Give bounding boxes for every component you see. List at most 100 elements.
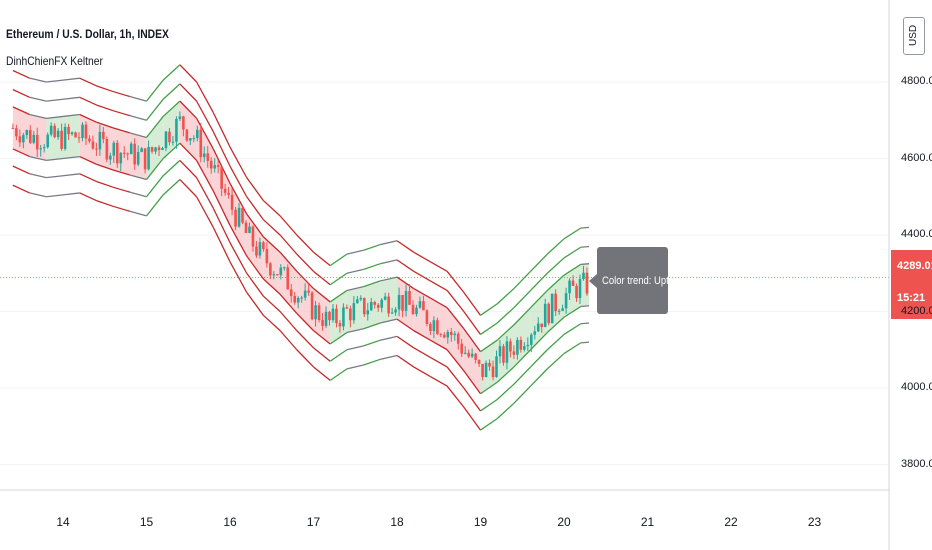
- outer-upper-band: [446, 270, 465, 293]
- band-fill: [79, 114, 97, 165]
- candle-body: [373, 301, 377, 305]
- x-tick-label: 18: [390, 515, 404, 529]
- outer-upper-band: [396, 240, 415, 253]
- outer-lower-band: [29, 192, 47, 198]
- mid-upper-band: [380, 259, 398, 265]
- band-fill: [313, 288, 331, 345]
- candle-body: [488, 362, 491, 367]
- candle-body: [171, 141, 175, 143]
- outer-lower-band: [62, 192, 80, 196]
- candle-body: [286, 267, 290, 290]
- band-fill: [430, 298, 448, 350]
- inner-upper-band: [112, 127, 130, 134]
- candle-body: [383, 296, 387, 300]
- candle-body: [408, 291, 411, 305]
- mid-upper-band: [413, 270, 431, 282]
- mid-lower-band: [363, 339, 381, 347]
- candle-body: [35, 134, 39, 150]
- outer-lower-band: [262, 314, 281, 332]
- candle-body: [122, 152, 126, 154]
- outer-lower-band: [229, 261, 248, 293]
- candle-body: [230, 194, 234, 210]
- candle-body: [349, 308, 352, 321]
- candle-body: [436, 320, 439, 335]
- x-tick-label: 17: [306, 515, 321, 529]
- mid-lower-band: [179, 159, 198, 179]
- mid-upper-band: [396, 259, 415, 272]
- band-fill: [497, 324, 514, 383]
- candle-body: [11, 127, 15, 129]
- candle-body: [98, 131, 102, 150]
- inner-upper-band: [196, 118, 214, 150]
- y-tick-label: 3800.00: [901, 457, 932, 470]
- candle-body: [143, 148, 147, 170]
- candle-body: [237, 207, 241, 227]
- candle-body: [272, 274, 276, 276]
- inner-lower-band: [62, 155, 80, 160]
- inner-upper-band: [46, 115, 64, 119]
- mid-upper-band: [179, 83, 198, 102]
- mid-lower-band: [46, 175, 64, 179]
- candle-body: [460, 343, 464, 354]
- outer-upper-band: [129, 95, 147, 102]
- candle-body: [28, 130, 32, 143]
- currency-label: USD: [908, 24, 919, 46]
- inner-lower-band: [79, 155, 97, 165]
- outer-lower-band: [346, 364, 364, 370]
- outer-lower-band: [380, 354, 398, 360]
- mid-upper-band: [513, 290, 532, 309]
- inner-lower-band: [262, 278, 281, 295]
- candle-body: [279, 267, 283, 276]
- inner-upper-band: [329, 289, 348, 303]
- outer-upper-band: [46, 79, 64, 83]
- y-tick-label: 4600.00: [901, 151, 932, 164]
- mid-lower-band: [279, 311, 298, 332]
- mid-upper-band: [463, 311, 482, 335]
- candle-body: [540, 323, 544, 328]
- candle-body: [418, 301, 422, 308]
- candle-body: [439, 334, 443, 336]
- x-tick-label: 16: [223, 515, 237, 529]
- bar-countdown: 15:21: [897, 292, 926, 304]
- mid-upper-band: [212, 131, 231, 167]
- inner-lower-band: [580, 305, 590, 308]
- candle-body: [220, 166, 223, 189]
- candle-body: [46, 134, 49, 148]
- mid-upper-band: [329, 272, 348, 286]
- candle-body: [429, 323, 432, 332]
- candle-body: [67, 126, 70, 135]
- y-tick-label: 4800.00: [901, 75, 932, 87]
- outer-lower-band: [246, 291, 264, 316]
- mid-upper-band: [196, 100, 214, 133]
- candle-body: [394, 309, 397, 313]
- outer-upper-band: [179, 64, 198, 83]
- inner-lower-band: [229, 225, 248, 257]
- candle-body: [502, 346, 505, 363]
- candle-body: [15, 128, 18, 137]
- mid-upper-band: [296, 253, 314, 272]
- candle-body: [376, 304, 380, 308]
- indicator-label[interactable]: DinhChienFX Keltner: [6, 54, 103, 68]
- candle-body: [84, 124, 88, 139]
- band-fill: [12, 106, 30, 157]
- inner-lower-band: [179, 142, 198, 161]
- outer-lower-band: [480, 418, 498, 431]
- inner-lower-band: [196, 160, 214, 192]
- inner-lower-band: [530, 332, 548, 351]
- inner-lower-band: [546, 316, 565, 334]
- currency-button[interactable]: USD: [903, 17, 925, 55]
- outer-upper-band: [12, 69, 30, 79]
- inner-upper-band: [396, 276, 415, 290]
- candle-body: [331, 308, 335, 321]
- candle-body: [18, 136, 22, 143]
- candle-body: [585, 272, 589, 294]
- band-fill: [330, 290, 347, 345]
- outer-upper-band: [380, 240, 398, 246]
- candle-body: [248, 226, 251, 233]
- outer-lower-band: [496, 402, 515, 420]
- outer-upper-band: [513, 270, 532, 290]
- outer-upper-band: [430, 261, 448, 272]
- candle-body: [206, 153, 210, 161]
- outer-lower-band: [513, 385, 532, 404]
